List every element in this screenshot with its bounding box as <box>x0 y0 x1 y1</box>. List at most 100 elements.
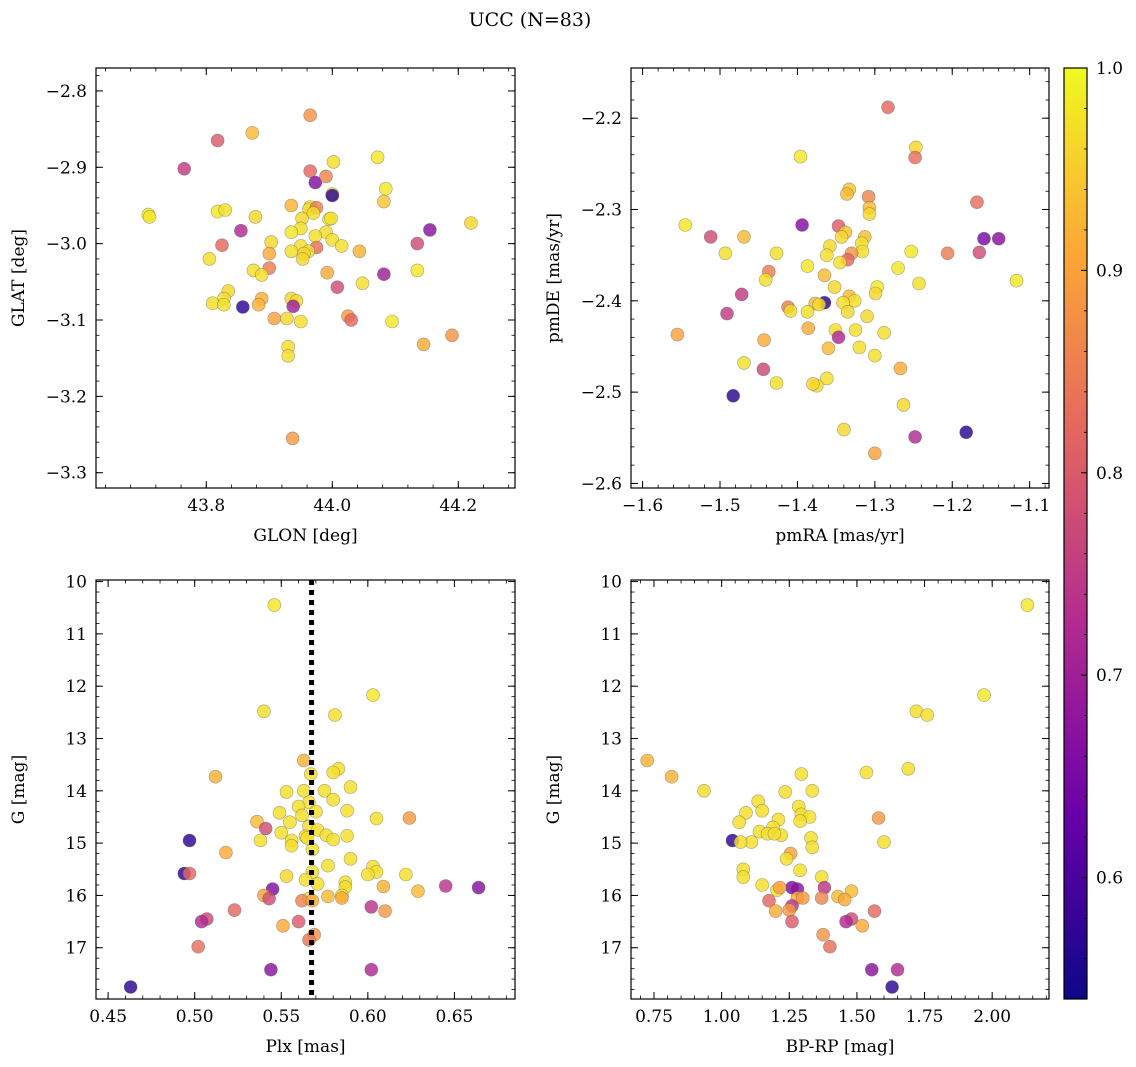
colorbar-tick-label: 0.6 <box>1096 869 1123 889</box>
data-point <box>795 218 809 232</box>
data-point <box>251 297 266 312</box>
data-point <box>782 903 797 917</box>
data-point <box>248 210 263 224</box>
data-point <box>236 300 250 314</box>
data-point <box>306 206 321 220</box>
data-point <box>972 245 987 260</box>
data-point <box>859 765 874 780</box>
data-point <box>912 276 926 291</box>
data-point <box>755 803 770 818</box>
data-point <box>814 891 829 905</box>
data-point <box>344 313 359 327</box>
data-point <box>779 851 794 866</box>
colorbar-gradient <box>1064 68 1087 999</box>
x-tick-label: 44.2 <box>439 496 477 516</box>
data-point <box>718 246 733 261</box>
data-point <box>901 761 916 776</box>
data-point <box>445 328 459 343</box>
data-point <box>423 223 437 237</box>
data-point <box>182 866 197 881</box>
data-point <box>664 769 679 784</box>
data-point <box>320 265 335 280</box>
data-point <box>325 188 340 203</box>
data-point <box>970 195 984 209</box>
data-point <box>816 927 830 942</box>
x-tick-label: 1.25 <box>770 1007 808 1027</box>
data-point <box>366 688 380 702</box>
data-point <box>335 891 349 905</box>
x-tick-label: 0.45 <box>89 1007 127 1027</box>
data-point <box>364 962 379 977</box>
data-point <box>279 785 294 799</box>
data-point <box>1009 273 1024 288</box>
data-point <box>940 246 955 261</box>
data-point <box>279 869 294 883</box>
data-point <box>800 259 815 273</box>
panel-parallax-magnitude: 0.45 0.50 0.55 0.60 0.65 10 11 12 13 14 15 16 17 Plx … <box>9 573 516 1057</box>
y-tick-label: −2.4 <box>581 292 622 312</box>
data-point <box>893 361 908 376</box>
data-point <box>720 306 734 321</box>
x-tick-label: −1.3 <box>854 496 895 516</box>
data-point <box>303 108 318 123</box>
data-point <box>471 880 486 895</box>
data-point <box>837 422 851 437</box>
data-point <box>295 808 309 823</box>
ticks: 43.8 44.0 44.2 −3.3 −3.2 −3.1 −3.0 −2.9 −2.8 <box>46 68 515 516</box>
plot-frame <box>630 67 1050 489</box>
x-tick-label: 0.50 <box>176 1007 214 1027</box>
data-point <box>410 236 425 251</box>
data-point <box>852 340 867 355</box>
data-point <box>217 297 231 312</box>
data-point <box>295 252 310 266</box>
data-point <box>410 263 425 278</box>
x-tick-label: −1.5 <box>699 496 740 516</box>
data-point <box>253 833 268 848</box>
data-point <box>123 980 138 994</box>
data-point <box>991 231 1006 246</box>
data-point <box>871 811 886 825</box>
data-point <box>697 783 711 798</box>
data-point <box>191 939 205 954</box>
y-tick-label: 13 <box>600 729 622 749</box>
ticks: 0.75 1.00 1.25 1.50 1.75 2.00 10 11 12 13 14 15 16 17 <box>600 573 1049 1027</box>
y-axis-label: G [mag] <box>544 755 564 824</box>
y-tick-label: 11 <box>65 625 87 645</box>
y-tick-label: −2.9 <box>46 158 87 178</box>
data-point <box>399 867 413 882</box>
data-point <box>264 235 279 249</box>
data-point <box>343 851 358 866</box>
data-point <box>812 297 826 312</box>
data-point <box>891 261 905 275</box>
data-point <box>855 918 870 933</box>
y-tick-label: −2.6 <box>581 474 622 494</box>
y-tick-label: −3.1 <box>46 311 87 331</box>
x-axis-label: GLON [deg] <box>253 526 357 546</box>
data-point <box>284 838 299 853</box>
y-tick-label: 15 <box>600 834 622 854</box>
data-point <box>793 863 807 878</box>
data-point <box>286 299 301 314</box>
data-point <box>215 238 229 252</box>
data-point <box>218 203 232 217</box>
data-point <box>847 293 862 308</box>
data-point <box>881 100 895 115</box>
data-point <box>860 309 874 324</box>
data-point <box>298 872 313 887</box>
x-tick-label: 0.65 <box>435 1007 473 1027</box>
panel-color-magnitude: 0.75 1.00 1.25 1.50 1.75 2.00 10 11 12 13 14 15 16 17… <box>544 573 1050 1057</box>
data-point <box>284 225 299 239</box>
data-point <box>177 162 191 176</box>
data-point <box>758 272 773 287</box>
data-point <box>805 840 820 855</box>
data-point <box>920 708 935 722</box>
data-point <box>308 229 323 243</box>
data-point <box>328 708 342 722</box>
data-point <box>352 244 367 259</box>
data-point <box>208 769 223 784</box>
data-point <box>142 210 157 224</box>
data-point <box>678 218 693 232</box>
x-tick-label: 43.8 <box>187 496 225 516</box>
data-point <box>274 825 289 840</box>
data-point <box>284 198 299 213</box>
